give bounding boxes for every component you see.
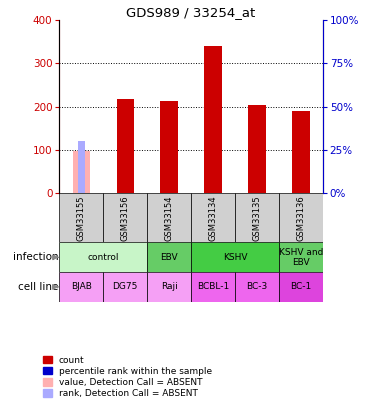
Text: KSHV and
EBV: KSHV and EBV bbox=[279, 247, 323, 267]
Text: GSM33154: GSM33154 bbox=[165, 195, 174, 241]
Bar bbox=[116, 99, 134, 193]
Bar bbox=[191, 272, 235, 302]
Text: Raji: Raji bbox=[161, 282, 177, 292]
Bar bbox=[279, 193, 323, 243]
Bar bbox=[147, 272, 191, 302]
Text: BJAB: BJAB bbox=[71, 282, 92, 292]
Text: GSM33136: GSM33136 bbox=[296, 195, 305, 241]
Bar bbox=[191, 243, 279, 272]
Text: cell line: cell line bbox=[18, 282, 59, 292]
Bar bbox=[235, 272, 279, 302]
Bar bbox=[279, 243, 323, 272]
Text: GSM33155: GSM33155 bbox=[77, 195, 86, 241]
Title: GDS989 / 33254_at: GDS989 / 33254_at bbox=[127, 6, 256, 19]
Bar bbox=[147, 193, 191, 243]
Text: GSM33134: GSM33134 bbox=[209, 195, 217, 241]
Bar bbox=[248, 105, 266, 193]
Text: DG75: DG75 bbox=[112, 282, 138, 292]
Bar bbox=[78, 141, 85, 193]
Text: BC-1: BC-1 bbox=[290, 282, 311, 292]
Bar bbox=[279, 272, 323, 302]
Text: BC-3: BC-3 bbox=[246, 282, 267, 292]
Bar bbox=[235, 193, 279, 243]
Text: control: control bbox=[88, 253, 119, 262]
Bar bbox=[59, 193, 103, 243]
Bar bbox=[247, 0, 267, 5]
Bar bbox=[73, 151, 90, 193]
Bar bbox=[103, 272, 147, 302]
Text: BCBL-1: BCBL-1 bbox=[197, 282, 229, 292]
Bar bbox=[59, 272, 103, 302]
Text: EBV: EBV bbox=[160, 253, 178, 262]
Bar bbox=[59, 243, 147, 272]
Text: GSM33135: GSM33135 bbox=[252, 195, 262, 241]
Text: KSHV: KSHV bbox=[223, 253, 247, 262]
Bar bbox=[103, 193, 147, 243]
Text: GSM33156: GSM33156 bbox=[121, 195, 130, 241]
Bar bbox=[292, 111, 309, 193]
Text: infection: infection bbox=[13, 252, 59, 262]
Bar bbox=[147, 243, 191, 272]
Bar bbox=[191, 193, 235, 243]
Legend: count, percentile rank within the sample, value, Detection Call = ABSENT, rank, : count, percentile rank within the sample… bbox=[42, 354, 214, 400]
Bar bbox=[204, 46, 222, 193]
Bar bbox=[160, 101, 178, 193]
